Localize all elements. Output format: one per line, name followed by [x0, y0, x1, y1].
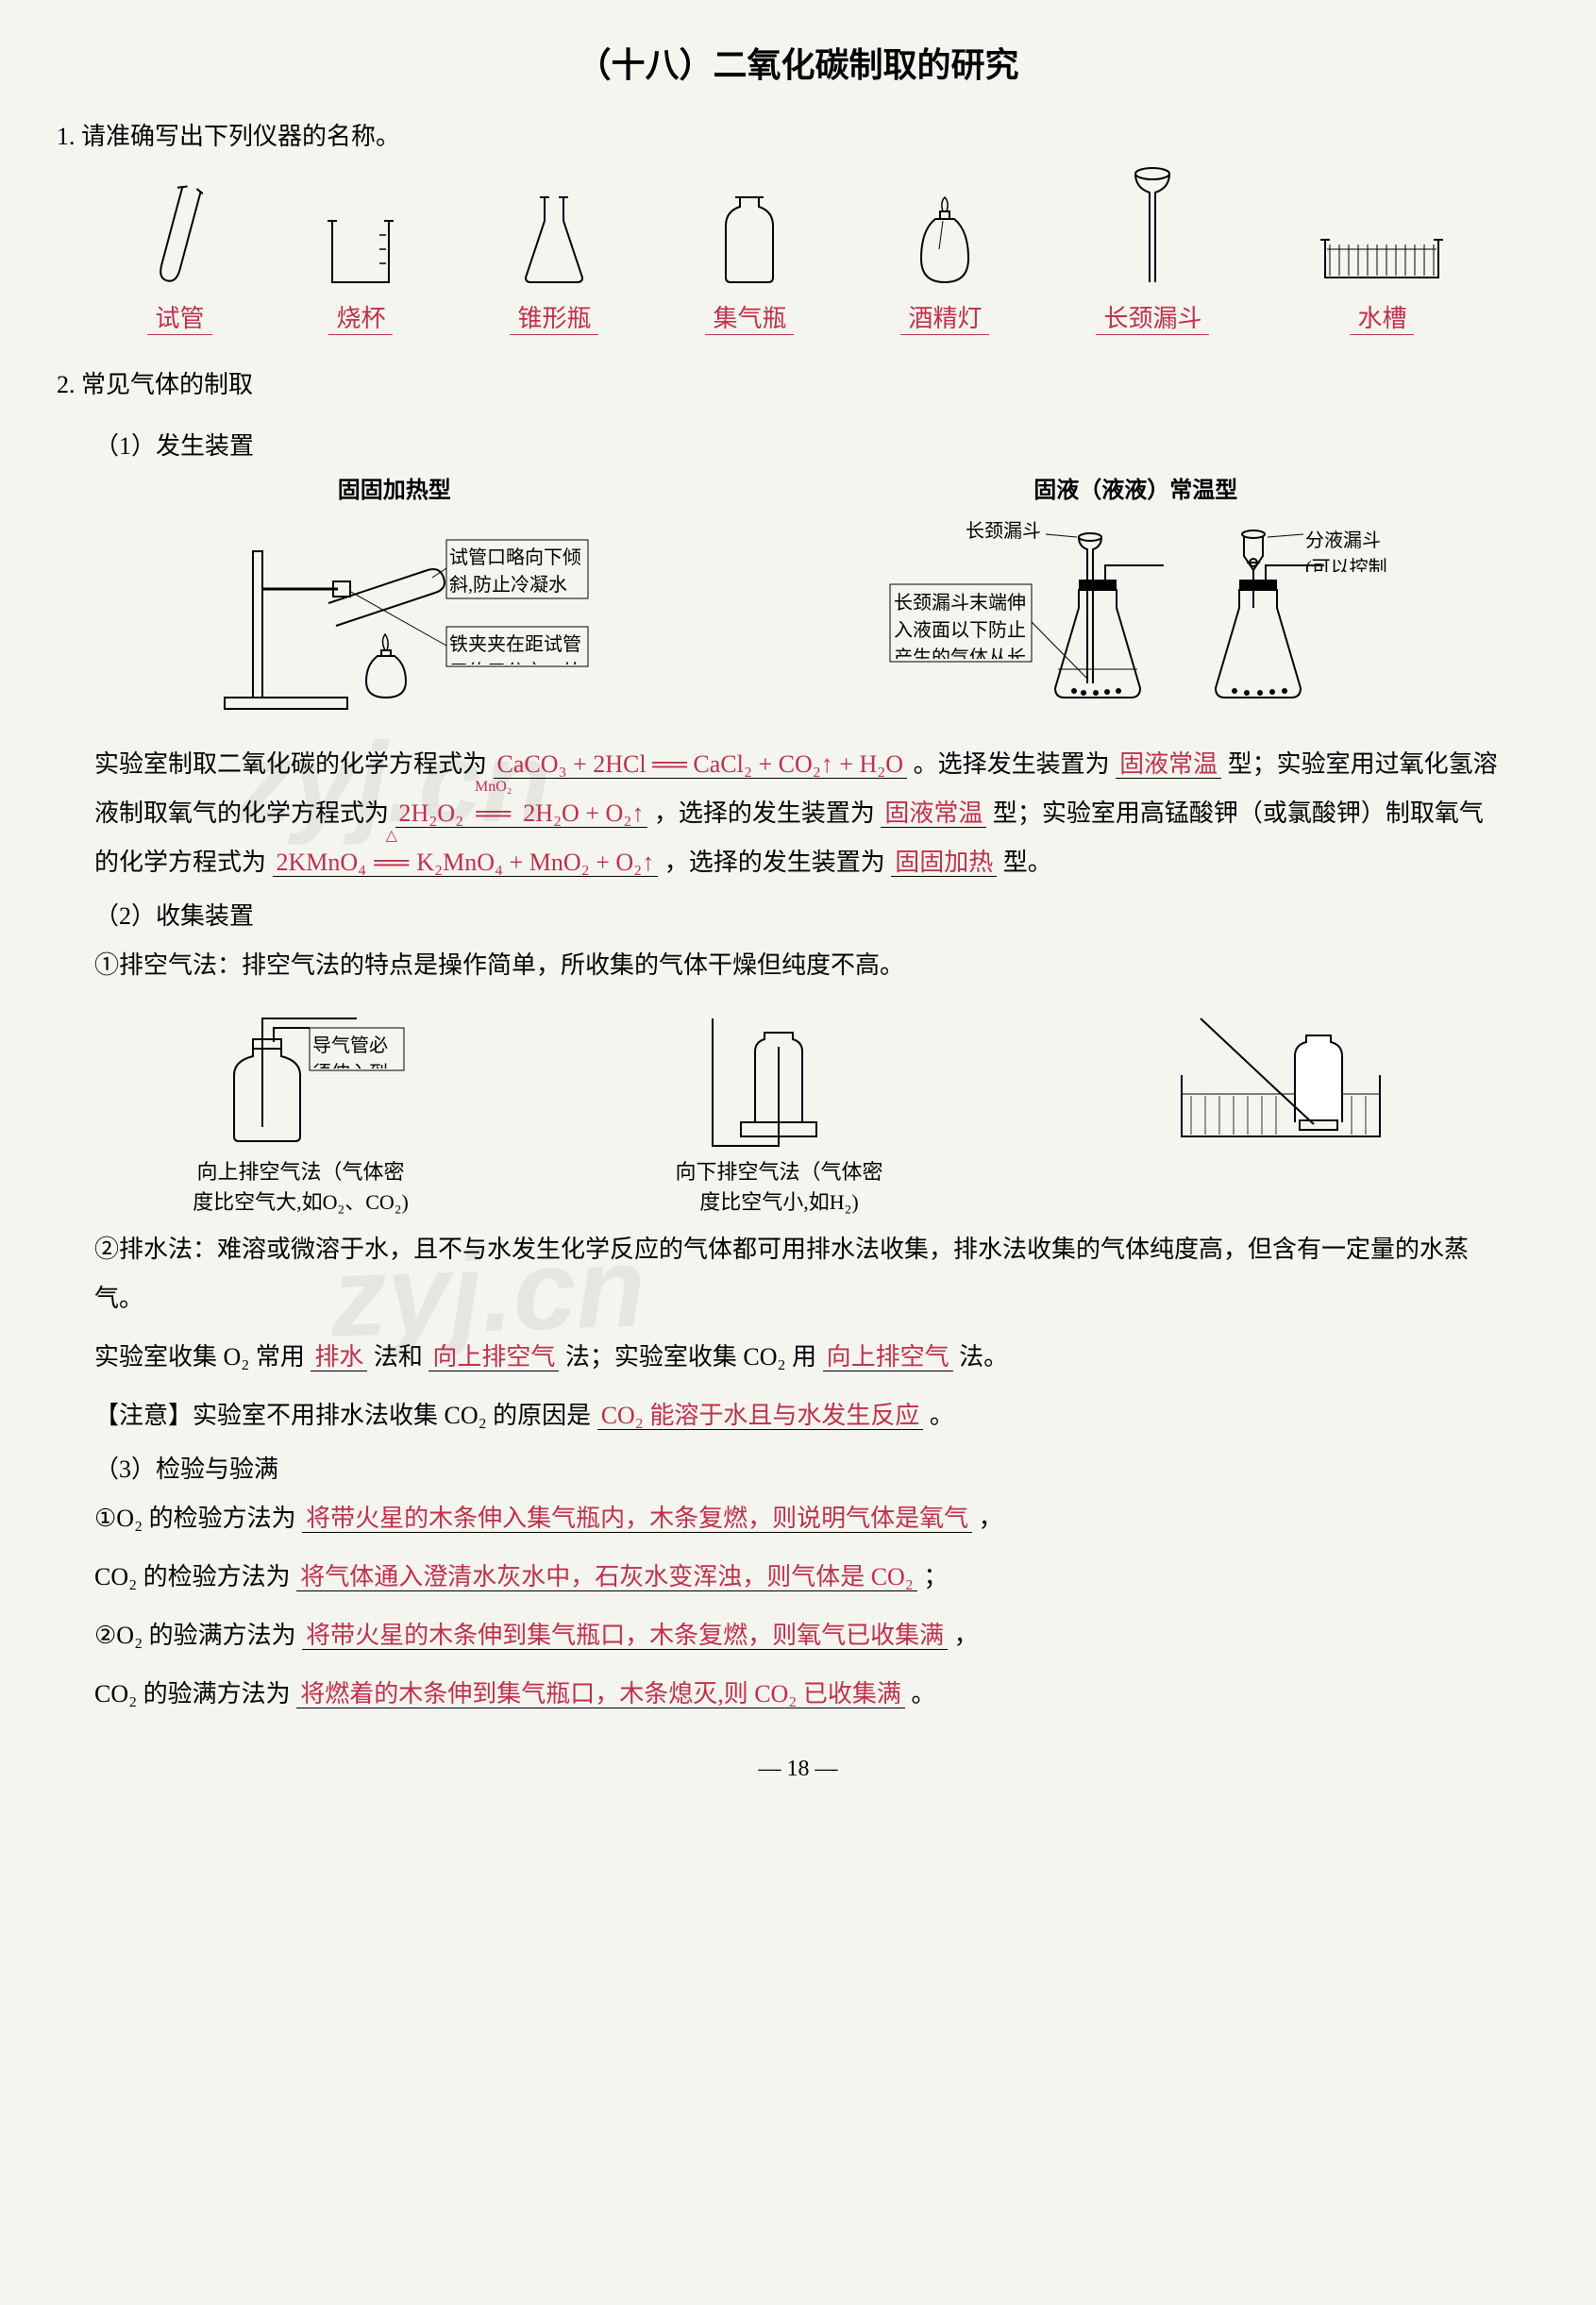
- note: 【注意】实验室不用排水法收集 CO₂ 的原因是 CO₂ 能溶于水且与水发生反应 …: [94, 1391, 1502, 1440]
- text: ①O₂ 的检验方法为: [94, 1505, 296, 1532]
- test-tube-icon: [156, 178, 203, 292]
- apparatus-label: 烧杯: [328, 299, 393, 335]
- alcohol-lamp-icon: [907, 178, 983, 292]
- caption: 向上排空气法（气体密度比空气大,如O₂、CO₂): [193, 1155, 409, 1216]
- gas-bottle-icon: [712, 178, 787, 292]
- answer: 固液常温: [1116, 750, 1221, 779]
- text: ②O₂ 的验满方法为: [94, 1622, 296, 1649]
- answer: 向上排空气: [428, 1343, 559, 1371]
- water-trough-icon: [1316, 178, 1448, 292]
- text: 实验室收集 O₂ 常用: [94, 1343, 305, 1371]
- collection-item: 导气管必须伸入到集气瓶底部 向上排空气法（气体密度比空气大,如O₂、CO₂): [187, 1000, 413, 1216]
- page-number: — 18 —: [57, 1757, 1539, 1782]
- answer: 排水: [311, 1343, 367, 1371]
- device-left: 固固加热型 试管口略向下倾斜,防止冷凝水倒流至试管底部使试管炸裂 铁夹夹在距试管…: [196, 471, 593, 721]
- beaker-icon: [318, 178, 403, 292]
- apparatus-item: 烧杯: [318, 178, 403, 335]
- paragraph-1: 实验室制取二氧化碳的化学方程式为 CaCO₃ + 2HCl ══ CaCl₂ +…: [94, 740, 1502, 887]
- annotation: 分液漏斗(可以控制反应速率): [1305, 525, 1400, 572]
- question-1: 1. 请准确写出下列仪器的名称。: [57, 115, 1539, 160]
- apparatus-item: 试管: [147, 178, 211, 335]
- upward-air-icon: 导气管必须伸入到集气瓶底部: [187, 1000, 413, 1151]
- text: 。选择发生装置为: [914, 750, 1110, 778]
- answer: 将燃着的木条伸到集气瓶口，木条熄灭,则 CO₂ 已收集满: [296, 1680, 905, 1708]
- caption: 向下排空气法（气体密度比空气小,如H₂): [675, 1155, 882, 1216]
- text: ，选择的发生装置为: [664, 849, 885, 876]
- text: 法；实验室收集 CO₂ 用: [565, 1343, 816, 1371]
- answer: 将带火星的木条伸到集气瓶口，木条复燃，则氧气已收集满: [302, 1622, 948, 1650]
- normal-temp-device-icon: 长颈漏斗 分液漏斗(可以控制反应速率) 长颈漏斗末端伸入液面以下防止产生的气体从…: [871, 513, 1400, 721]
- text: 【注意】实验室不用排水法收集 CO₂ 的原因是: [94, 1402, 591, 1429]
- answer: 将气体通入澄清水灰水中，石灰水变浑浊，则气体是 CO₂: [296, 1563, 917, 1591]
- answer: 固液常温: [881, 799, 986, 828]
- apparatus-item: 水槽: [1316, 178, 1448, 335]
- answer: 固固加热: [891, 849, 997, 877]
- collection-item: 向下排空气法（气体密度比空气小,如H₂): [675, 1000, 882, 1216]
- annotation: 导气管必须伸入到集气瓶底部: [312, 1030, 401, 1068]
- collect-method-1: ①排空气法：排空气法的特点是操作简单，所收集的气体干燥但纯度不高。: [94, 941, 1502, 990]
- text: 实验室制取二氧化碳的化学方程式为: [94, 750, 487, 778]
- full-1: ②O₂ 的验满方法为 将带火星的木条伸到集气瓶口，木条复燃，则氧气已收集满 ，: [94, 1611, 1502, 1660]
- text: 法和: [374, 1343, 423, 1371]
- apparatus-label: 长颈漏斗: [1096, 299, 1209, 335]
- downward-air-icon: [684, 1000, 873, 1151]
- section-title: （十八）二氧化碳制取的研究: [57, 38, 1539, 87]
- text: ，选择的发生装置为: [654, 799, 875, 827]
- full-2: CO₂ 的验满方法为 将燃着的木条伸到集气瓶口，木条熄灭,则 CO₂ 已收集满 …: [94, 1670, 1502, 1719]
- apparatus-item: 锥形瓶: [510, 178, 598, 335]
- heating-device-icon: 试管口略向下倾斜,防止冷凝水倒流至试管底部使试管炸裂 铁夹夹在距试管口约三分之一…: [196, 513, 593, 721]
- check-1: ①O₂ 的检验方法为 将带火星的木条伸入集气瓶内，木条复燃，则说明气体是氧气 ，: [94, 1494, 1502, 1543]
- apparatus-label: 试管: [147, 299, 211, 335]
- subheading-2-2: （2）收集装置: [94, 897, 1539, 932]
- answer: 2H₂O₂ MnO₂══ 2H₂O + O₂↑: [395, 799, 648, 828]
- answer: CO₂ 能溶于水且与水发生反应: [597, 1402, 924, 1430]
- long-funnel-icon: [1124, 178, 1181, 292]
- annotation: 试管口略向下倾斜,防止冷凝水倒流至试管底部使试管炸裂: [449, 542, 585, 597]
- apparatus-item: 长颈漏斗: [1096, 178, 1209, 335]
- annotation: 铁夹夹在距试管口约三分之一处: [449, 629, 585, 665]
- water-displacement-icon: [1144, 1000, 1408, 1151]
- apparatus-label: 酒精灯: [900, 299, 989, 335]
- conical-flask-icon: [512, 178, 596, 292]
- apparatus-row: 试管 烧杯 锥形瓶 集气瓶: [94, 178, 1502, 335]
- apparatus-label: 水槽: [1350, 299, 1414, 335]
- text: ；: [923, 1563, 948, 1590]
- collection-item: [1144, 1000, 1408, 1216]
- text: CO₂ 的检验方法为: [94, 1563, 291, 1590]
- subheading-2-1: （1）发生装置: [94, 427, 1539, 462]
- apparatus-label: 集气瓶: [705, 299, 794, 335]
- collect-method-3: 实验室收集 O₂ 常用 排水 法和 向上排空气 法；实验室收集 CO₂ 用 向上…: [94, 1333, 1502, 1382]
- subheading-2-3: （3）检验与验满: [94, 1450, 1539, 1485]
- label-text: 长颈漏斗: [966, 520, 1041, 542]
- answer: CaCO₃ + 2HCl ══ CaCl₂ + CO₂↑ + H₂O: [494, 750, 908, 779]
- text: 。: [911, 1680, 935, 1708]
- collect-method-2: ②排水法：难溶或微溶于水，且不与水发生化学反应的气体都可用排水法收集，排水法收集…: [94, 1225, 1502, 1323]
- page-content: （十八）二氧化碳制取的研究 1. 请准确写出下列仪器的名称。 试管 烧杯: [57, 38, 1539, 1782]
- device-title-right: 固液（液液）常温型: [1033, 471, 1237, 504]
- answer: 向上排空气: [823, 1343, 953, 1371]
- apparatus-label: 锥形瓶: [510, 299, 598, 335]
- text: ，: [954, 1622, 979, 1649]
- device-title-left: 固固加热型: [338, 471, 451, 504]
- apparatus-item: 集气瓶: [705, 178, 794, 335]
- text: 。: [930, 1402, 954, 1429]
- text: ，: [979, 1505, 1003, 1532]
- check-2: CO₂ 的检验方法为 将气体通入澄清水灰水中，石灰水变浑浊，则气体是 CO₂ ；: [94, 1553, 1502, 1602]
- device-right: 固液（液液）常温型: [871, 471, 1400, 721]
- collection-diagrams: 导气管必须伸入到集气瓶底部 向上排空气法（气体密度比空气大,如O₂、CO₂) 向…: [57, 1000, 1539, 1216]
- question-2: 2. 常见气体的制取: [57, 363, 1539, 408]
- answer: 2KMnO₄ △══ K₂MnO₄ + MnO₂ + O₂↑: [273, 849, 659, 877]
- text: CO₂ 的验满方法为: [94, 1680, 291, 1708]
- device-diagrams: 固固加热型 试管口略向下倾斜,防止冷凝水倒流至试管底部使试管炸裂 铁夹夹在距试管…: [57, 471, 1539, 721]
- text: 法。: [959, 1343, 1008, 1371]
- text: 型。: [1003, 849, 1052, 876]
- annotation: 长颈漏斗末端伸入液面以下防止产生的气体从长颈漏斗口逸出: [894, 587, 1028, 659]
- apparatus-item: 酒精灯: [900, 178, 989, 335]
- answer: 将带火星的木条伸入集气瓶内，木条复燃，则说明气体是氧气: [302, 1505, 972, 1533]
